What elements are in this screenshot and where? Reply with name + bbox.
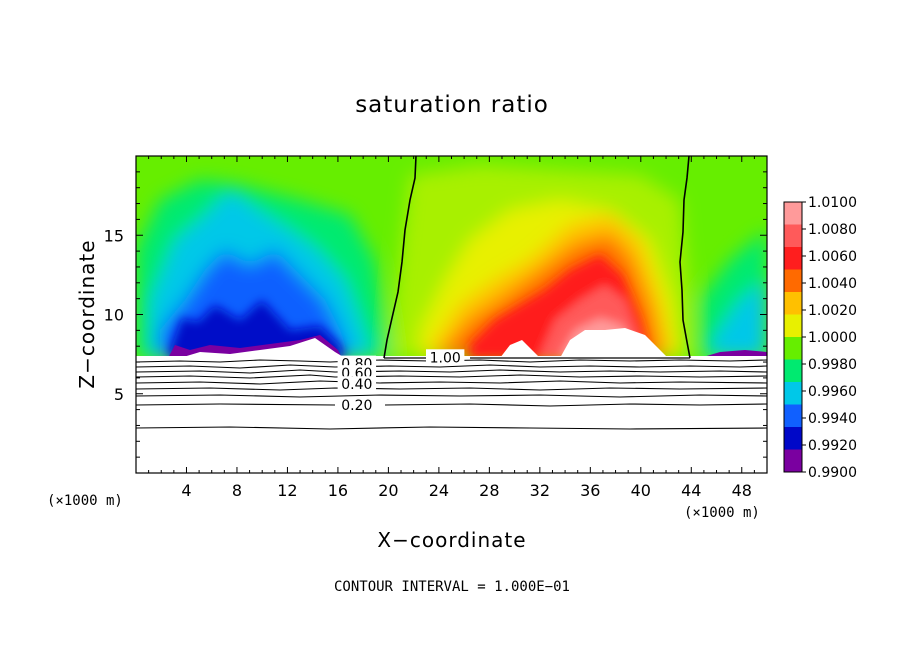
colorbar-swatch <box>784 314 802 338</box>
y-axis-label: Z−coordinate <box>75 239 99 388</box>
colorbar-label: 1.0060 <box>808 249 857 265</box>
contour-0-40 <box>136 387 767 391</box>
x-tick-label: 20 <box>378 481 398 500</box>
contour-1-00-left <box>383 156 417 359</box>
contour-label-bg <box>337 376 377 391</box>
contour-labels: 0.800.600.400.201.00 <box>337 349 465 414</box>
colorbar-label: 0.9980 <box>808 357 857 373</box>
x-tick-label: 24 <box>429 481 449 500</box>
colorbar-label: 0.9940 <box>808 411 857 427</box>
x-axis-label: X−coordinate <box>377 528 526 552</box>
contour-label-bg <box>337 365 377 380</box>
contour-lines <box>136 156 767 430</box>
x-tick-label: 12 <box>277 481 297 500</box>
colorbar: 1.0100 1.0080 1.0060 1.0040 1.0020 1.0000 0.99… <box>783 195 857 481</box>
colorbar-label: 0.9960 <box>808 384 857 400</box>
contour-0-70 <box>136 369 767 374</box>
x-tick-label: 8 <box>232 481 242 500</box>
colorbar-label: 1.0080 <box>808 222 857 238</box>
x-tick-label: 28 <box>479 481 499 500</box>
colorbar-label: 1.0020 <box>808 303 857 319</box>
colorbar-swatch <box>784 382 802 405</box>
x-tick-label: 36 <box>580 481 600 500</box>
colorbar-label: 1.0040 <box>808 276 857 292</box>
contour-label: 0.40 <box>341 377 372 393</box>
contour-1-00-right <box>679 156 691 359</box>
colorbar-label: 0.9920 <box>808 438 857 454</box>
x-unit-left: (×1000 m) <box>47 493 123 509</box>
x-unit-right: (×1000 m) <box>684 505 760 521</box>
colorbar-swatch <box>784 292 802 315</box>
saturation-field <box>136 156 767 473</box>
contour-label: 0.20 <box>341 398 372 414</box>
colorbar-swatch <box>784 247 802 270</box>
contour-0-60 <box>136 374 767 379</box>
contour-0-20 <box>136 403 767 407</box>
colorbar-label: 0.9900 <box>808 465 857 481</box>
x-tick-label: 32 <box>530 481 550 500</box>
colorbar-swatch <box>784 404 802 428</box>
y-tick-label: 5 <box>114 385 124 404</box>
colorbar-label: 1.0000 <box>808 330 857 346</box>
contour-label-bg <box>425 349 465 364</box>
x-tick-label: 48 <box>732 481 752 500</box>
contour-label: 1.00 <box>430 350 461 366</box>
contour-0-80 <box>136 364 767 369</box>
x-tick-label: 44 <box>681 481 701 500</box>
colorbar-swatch <box>784 337 802 360</box>
contour-0-30 <box>136 394 767 398</box>
colorbar-swatch <box>784 224 802 248</box>
x-tick-label: 40 <box>631 481 651 500</box>
contour-label-bg <box>337 396 377 411</box>
colorbar-swatch <box>784 269 802 293</box>
colorbar-label: 1.0100 <box>808 195 857 211</box>
chart-title: saturation ratio <box>355 92 549 118</box>
y-tick-label: 15 <box>104 226 124 245</box>
contour-interval-note: CONTOUR INTERVAL = 1.000E−01 <box>334 579 570 595</box>
y-axis: 5 10 15 <box>104 171 767 458</box>
y-tick-label: 10 <box>104 306 124 325</box>
contour-0-50 <box>136 380 767 385</box>
colorbar-swatch <box>784 359 802 383</box>
colorbar-swatch <box>784 449 802 473</box>
x-axis: 4 8 12 16 20 24 28 32 36 40 44 48 <box>148 156 755 500</box>
plot-area: 0.800.600.400.201.00 <box>136 156 767 473</box>
x-tick-label: 16 <box>328 481 348 500</box>
x-tick-label: 4 <box>181 481 191 500</box>
colorbar-swatch <box>784 427 802 450</box>
contour-0-10 <box>136 426 767 430</box>
colorbar-swatch <box>784 202 802 225</box>
